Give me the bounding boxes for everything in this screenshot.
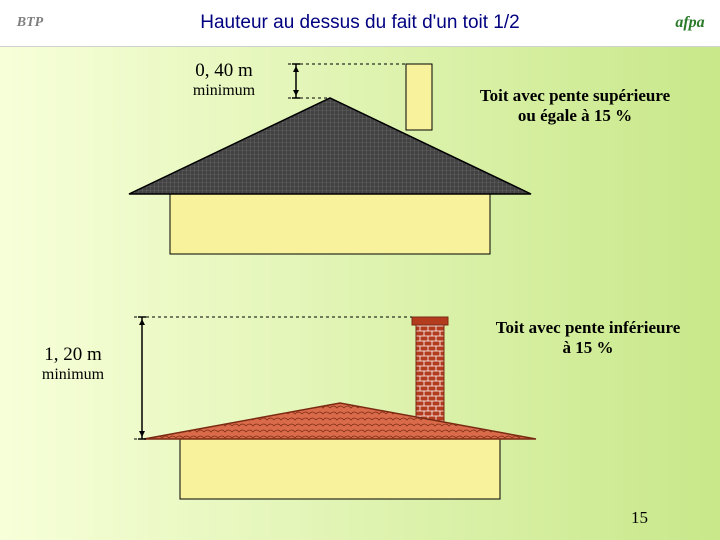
logo-right: afpa [660,3,720,43]
stage: 0, 40 m minimum Toit avec pente supérieu… [0,46,720,540]
wall-1 [170,194,490,254]
chimney-1 [406,64,432,130]
header: BTP Hauteur au dessus du fait d'un toit … [0,0,720,47]
bracket-2 [138,317,146,439]
wall-2 [180,439,500,499]
logo-left: BTP [0,3,60,43]
description-2-line2: à 15 % [563,338,614,357]
roof-1 [129,98,531,194]
bracket-1 [292,64,300,98]
measure-2-sub: minimum [28,366,118,384]
logo-left-text: BTP [17,15,43,31]
diagram-2 [120,301,560,511]
measure-2-value: 1, 20 m [44,344,102,365]
logo-right-text: afpa [675,14,704,32]
page-number: 15 [631,508,648,528]
measure-2: 1, 20 m minimum [28,344,118,384]
diagram-1 [110,54,550,264]
chimney-2-body [416,323,444,433]
chimney-2-cap [412,317,448,325]
page-title: Hauteur au dessus du fait d'un toit 1/2 [60,12,660,34]
roof-2 [144,403,536,439]
